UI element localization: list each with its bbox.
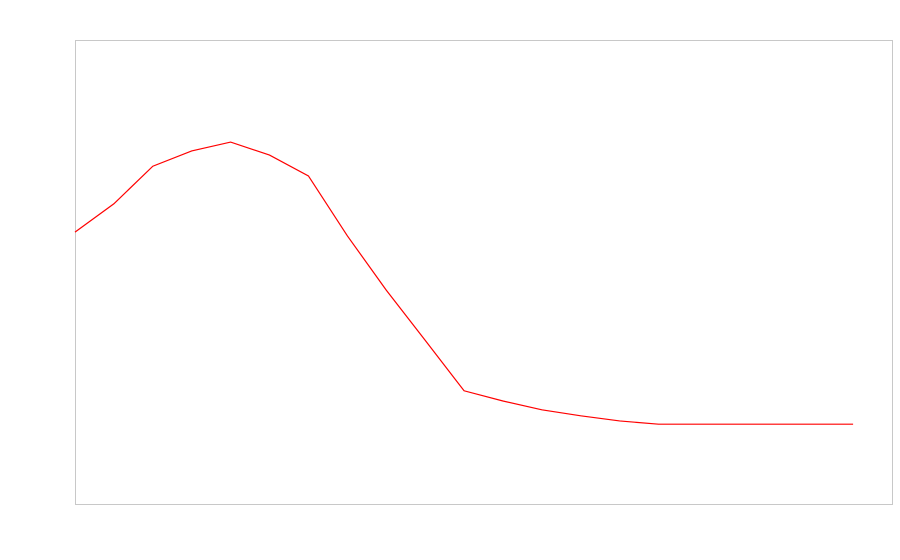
- plot-frame: [75, 40, 893, 505]
- data-line: [74, 141, 854, 425]
